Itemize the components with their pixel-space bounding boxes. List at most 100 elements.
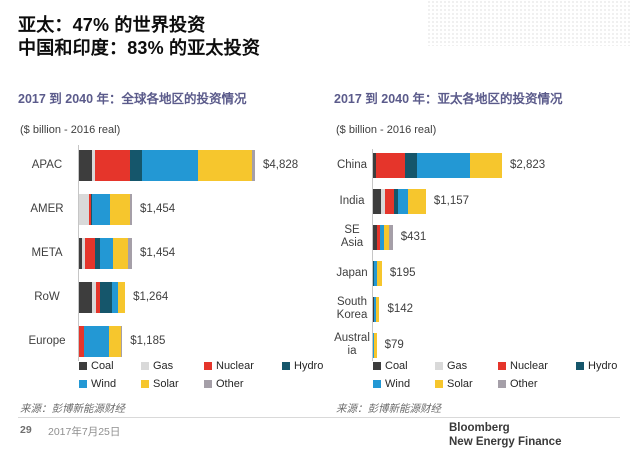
- bar-segment-other: [121, 325, 123, 357]
- bar-segment-solar: [376, 260, 382, 286]
- bar-total-label: $1,157: [433, 195, 470, 207]
- bar-segment-coal: [79, 237, 82, 269]
- legend-label: Hydro: [294, 360, 324, 372]
- axis-caption-global: ($ billion - 2016 real): [20, 124, 121, 136]
- bar-segment-wind: [374, 296, 376, 322]
- decorative-dot-pattern: [427, 0, 632, 46]
- legend-swatch-wind: [373, 380, 381, 388]
- bar-segment-coal: [373, 188, 381, 214]
- bnef-logo: Bloomberg New Energy Finance: [449, 422, 561, 449]
- bar-total-label: $1,264: [133, 291, 169, 303]
- legend-item-gas: Gas: [141, 360, 204, 372]
- bar-segment-hydro: [404, 152, 418, 178]
- page-number: 29: [20, 424, 32, 436]
- bar-segment-coal: [373, 296, 375, 322]
- legend-swatch-wind: [79, 380, 87, 388]
- category-label: Japan: [336, 266, 368, 279]
- source-note-global: 来源：彭博新能源财经: [20, 403, 125, 415]
- bar-segment-gas: [79, 193, 90, 225]
- bar-total-label: $1,185: [130, 335, 166, 347]
- bar-segment-wind: [112, 281, 119, 313]
- bar-segment-hydro: [373, 260, 375, 286]
- bar-segment-hydro: [99, 281, 113, 313]
- slide-title: 亚太：47% 的世界投资 中国和印度：83% 的亚太投资: [18, 14, 260, 60]
- bar-segment-nuclear: [79, 325, 85, 357]
- chart-apac-countries: China $2,823 India $1,157 SE Asia $431 Japan $1…: [334, 147, 626, 363]
- bar-segment-solar: [118, 281, 126, 313]
- stacked-bar: [79, 237, 132, 269]
- bar-segment-other: [251, 149, 255, 181]
- axis-caption-apac: ($ billion - 2016 real): [336, 124, 437, 136]
- bnef-logo-line1: Bloomberg: [449, 422, 510, 434]
- chart-row: Japan $195: [334, 255, 626, 291]
- bar-segment-wind: [99, 237, 114, 269]
- category-label: APAC: [31, 158, 63, 171]
- bar-total-label: $4,828: [263, 159, 299, 171]
- stacked-bar: [373, 188, 426, 214]
- legend-label: Nuclear: [510, 360, 548, 372]
- bar-segment-solar: [383, 224, 389, 250]
- bar-total-label: $195: [389, 267, 416, 279]
- legend-row: Wind Solar Other: [373, 375, 632, 393]
- bar-segment-solar: [110, 193, 130, 225]
- chart-row: South Korea $142: [334, 291, 626, 327]
- legend-swatch-other: [498, 380, 506, 388]
- category-axis-line: [372, 149, 373, 361]
- legend-label: Gas: [153, 360, 174, 372]
- bar-segment-coal: [79, 149, 92, 181]
- bar-segment-gas: [92, 281, 97, 313]
- stacked-bar: [373, 296, 380, 322]
- slide-date: 2017年7月25日: [48, 426, 121, 438]
- source-note-apac: 来源：彭博新能源财经: [336, 403, 441, 415]
- bar-total-label: $142: [387, 303, 414, 315]
- category-label: Europe: [28, 334, 66, 347]
- legend-item-solar: Solar: [435, 378, 498, 390]
- bar-segment-nuclear: [384, 188, 394, 214]
- bar-segment-wind: [374, 260, 377, 286]
- bar-total-label: $2,823: [510, 159, 546, 171]
- bar-total-label: $79: [384, 339, 404, 351]
- stacked-bar: [79, 149, 255, 181]
- bar-segment-other: [129, 193, 132, 225]
- legend-row: Coal Gas Nuclear Hydro: [373, 357, 632, 375]
- category-label: South Korea: [336, 296, 368, 321]
- bar-segment-nuclear: [375, 152, 405, 178]
- category-label: China: [336, 158, 368, 171]
- category-label: RoW: [34, 290, 60, 303]
- bar-segment-wind: [417, 152, 471, 178]
- bar-segment-gas: [91, 149, 96, 181]
- bar-segment-hydro: [95, 237, 100, 269]
- chart-row: Europe $1,185: [18, 319, 314, 363]
- bar-total-label: $431: [400, 231, 427, 243]
- legend-item-wind: Wind: [79, 378, 141, 390]
- bar-total-label: $1,454: [140, 247, 176, 259]
- legend-item-nuclear: Nuclear: [498, 360, 576, 372]
- legend-item-wind: Wind: [373, 378, 435, 390]
- bar-segment-coal: [373, 152, 376, 178]
- stacked-bar: [373, 224, 393, 250]
- legend-swatch-nuclear: [204, 362, 212, 370]
- legend-item-coal: Coal: [79, 360, 141, 372]
- stacked-bar: [79, 325, 123, 357]
- bar-segment-hydro: [129, 149, 143, 181]
- bar-segment-nuclear: [89, 193, 91, 225]
- category-label: AMER: [30, 202, 64, 215]
- category-label: META: [31, 246, 63, 259]
- bar-segment-solar: [375, 296, 380, 322]
- legend-swatch-gas: [141, 362, 149, 370]
- bar-segment-solar: [197, 149, 252, 181]
- legend-label: Hydro: [588, 360, 618, 372]
- legend-item-gas: Gas: [435, 360, 498, 372]
- bar-segment-coal: [373, 224, 377, 250]
- legend-swatch-coal: [79, 362, 87, 370]
- legend-label: Gas: [447, 360, 468, 372]
- bar-segment-wind: [380, 224, 384, 250]
- slide-title-line1: 亚太：47% 的世界投资: [18, 15, 206, 35]
- bar-segment-wind: [397, 188, 409, 214]
- category-label: India: [339, 194, 365, 207]
- legend-global: Coal Gas Nuclear Hydro Wind Solar Other: [79, 357, 352, 393]
- bar-segment-nuclear: [84, 237, 96, 269]
- stacked-bar: [373, 260, 382, 286]
- category-label: SE Asia: [340, 224, 364, 249]
- bar-segment-coal: [79, 281, 93, 313]
